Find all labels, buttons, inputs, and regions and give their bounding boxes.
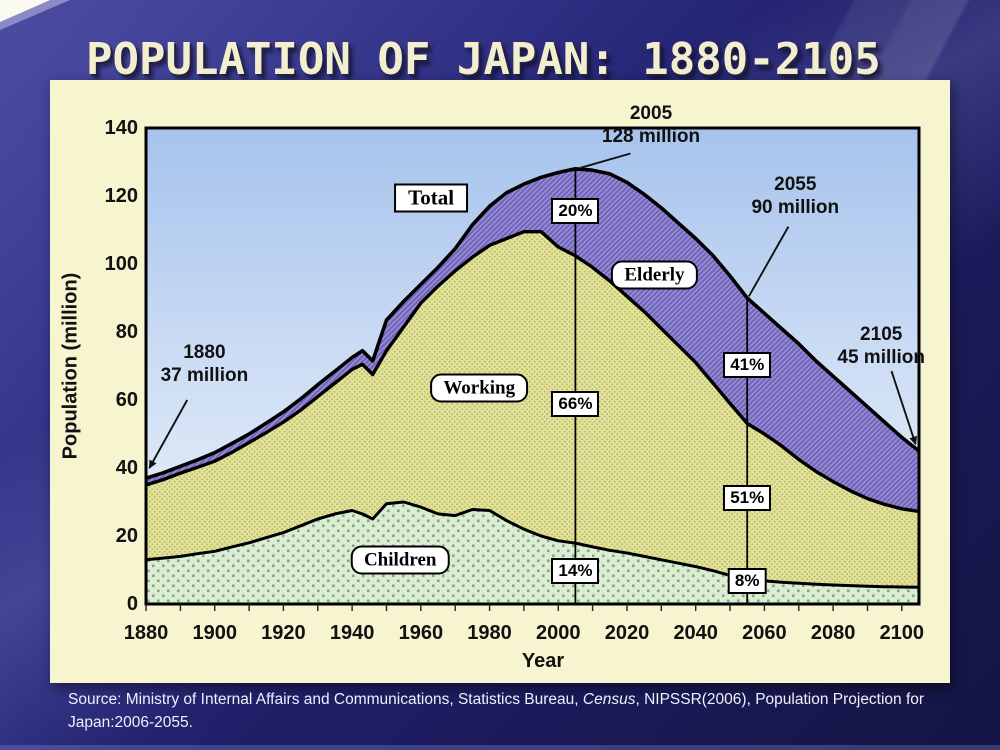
y-axis-tick-label: 0: [126, 593, 138, 615]
x-axis-tick-label: 2000: [536, 622, 581, 644]
x-axis-tick-label: 2060: [742, 622, 787, 644]
annotation-2055-line2: 90 million: [751, 197, 840, 218]
percent-label-8: 8%: [727, 567, 767, 594]
annotation-1880-line1: 1880: [183, 342, 226, 364]
annotation-2005-line2: 128 million: [601, 125, 701, 147]
callout-line-2055: [748, 226, 790, 297]
children-line: [145, 500, 920, 589]
series-label-total: Total: [394, 183, 469, 213]
x-axis-tick-label: 1960: [398, 622, 444, 644]
x-axis-tick-label: 2040: [673, 622, 718, 644]
annotation-2105-line1: 2105: [860, 323, 903, 345]
y-axis-title: Population (million): [59, 272, 82, 460]
chart-panel: Population (million) Year 0 20 40 60 80 100 12…: [50, 80, 950, 683]
x-axis-tick-label: 2020: [604, 622, 650, 644]
y-axis-tick-label: 100: [104, 253, 138, 275]
series-label-children: Children: [350, 545, 450, 575]
percent-label-20: 20%: [551, 197, 600, 224]
annotation-1880: 1880 37 million: [161, 341, 249, 387]
x-axis-tick-label: 1920: [261, 622, 306, 644]
x-axis-title: Year: [521, 650, 565, 672]
corner-fold-icon: [0, 0, 50, 22]
callout-line-2005: [580, 152, 631, 169]
annotation-2105-line2: 45 million: [837, 346, 926, 368]
x-axis-tick-label: 2080: [810, 622, 856, 644]
working-area: [146, 231, 919, 604]
x-axis-tick-label: 1940: [329, 622, 375, 644]
series-label-working: Working: [430, 373, 529, 403]
annotation-1880-line2: 37 million: [160, 365, 249, 387]
percent-label-51: 51%: [723, 484, 772, 511]
source-citation: Source: Ministry of Internal Affairs and…: [68, 688, 942, 734]
annotation-2105: 2105 45 million: [837, 323, 925, 369]
plot-border: [144, 126, 921, 606]
annotation-2055-line1: 2055: [774, 174, 817, 195]
annotation-2055: 2055 90 million: [751, 173, 839, 219]
y-axis-tick-label: 20: [115, 525, 138, 547]
working-top-line: [145, 230, 920, 514]
y-axis-tick-label: 140: [104, 117, 138, 139]
percent-label-14: 14%: [551, 558, 600, 585]
y-axis-tick-label: 80: [115, 321, 138, 343]
children-area: [146, 502, 919, 604]
total-line: [145, 167, 921, 480]
source-census-italic: Census: [582, 691, 636, 708]
x-axis-tick-label: 1880: [123, 622, 169, 644]
callout-line-1880: [148, 399, 189, 469]
x-axis-tick-label: 2100: [879, 622, 925, 644]
source-text-tail: , NIPSSR(2006), Population Projection fo…: [68, 691, 925, 731]
y-axis-tick-label: 120: [104, 185, 138, 207]
annotation-2005: 2005 128 million: [602, 102, 700, 148]
source-text-lead: Source: Ministry of Internal Affairs and…: [68, 691, 583, 708]
bottom-edge-highlight: [0, 745, 1000, 750]
slide-title: POPULATION OF JAPAN: 1880-2105: [86, 34, 881, 85]
percent-label-41: 41%: [723, 351, 772, 378]
y-axis-tick-label: 60: [115, 389, 138, 411]
percent-label-66: 66%: [551, 391, 600, 418]
x-axis-tick-label: 1980: [467, 622, 512, 644]
y-axis-tick-label: 40: [115, 457, 138, 479]
x-axis-tick-label: 1900: [192, 622, 237, 644]
series-label-elderly: Elderly: [611, 260, 698, 290]
annotation-2005-line1: 2005: [629, 102, 673, 124]
callout-line-2105: [890, 370, 918, 446]
